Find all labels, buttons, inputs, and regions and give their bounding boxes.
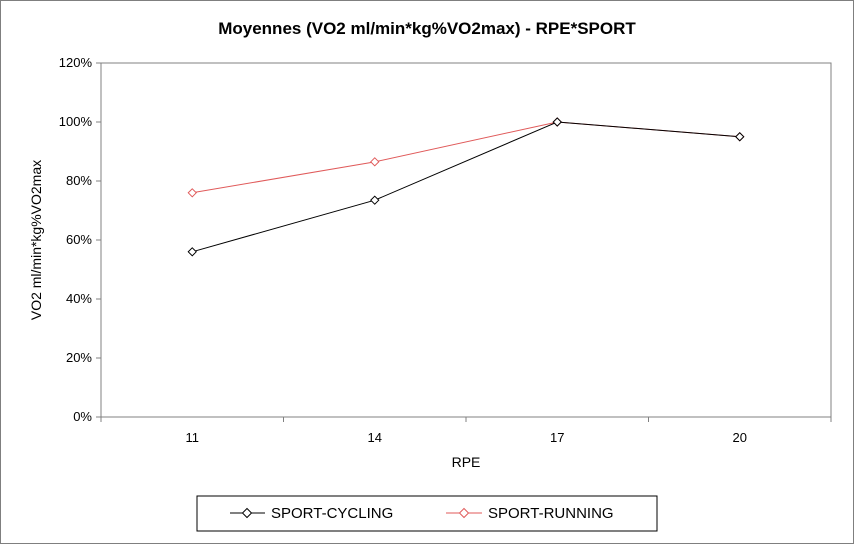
legend-marker xyxy=(241,507,253,519)
data-point xyxy=(370,195,380,205)
plot-area xyxy=(100,62,832,418)
axes: 0% 20% 40% 60% 80% 100% 120% 11 14 17 20 xyxy=(59,55,832,445)
legend: SPORT-CYCLING SPORT-RUNNING xyxy=(230,505,614,522)
legend-item: SPORT-RUNNING xyxy=(446,505,614,522)
y-tick-label: 40% xyxy=(66,291,92,306)
legend-box xyxy=(196,495,658,532)
x-tick-label: 11 xyxy=(186,430,200,445)
legend-label: SPORT-CYCLING xyxy=(271,505,393,522)
data-point xyxy=(735,132,745,142)
y-tick-label: 100% xyxy=(59,114,93,129)
data-point xyxy=(187,188,197,198)
data-point xyxy=(187,247,197,257)
x-tick-label: 20 xyxy=(733,430,747,445)
legend-label: SPORT-RUNNING xyxy=(488,505,614,522)
legend-item: SPORT-CYCLING xyxy=(230,505,393,522)
data-point xyxy=(552,117,562,127)
y-tick-label: 120% xyxy=(59,55,93,70)
y-tick-label: 60% xyxy=(66,232,92,247)
x-tick-label: 14 xyxy=(368,430,382,445)
y-tick-label: 0% xyxy=(73,409,92,424)
series-layer xyxy=(187,117,745,257)
series-line xyxy=(192,121,740,253)
x-tick-label: 17 xyxy=(550,430,564,445)
legend-marker xyxy=(458,507,470,519)
x-axis-label: RPE xyxy=(452,454,481,470)
y-tick-label: 20% xyxy=(66,350,92,365)
data-point xyxy=(370,157,380,167)
series-sport-cycling xyxy=(187,117,745,257)
y-tick-label: 80% xyxy=(66,173,92,188)
y-axis-label: VO2 ml/min*kg%VO2max xyxy=(28,160,44,320)
chart-title: Moyennes (VO2 ml/min*kg%VO2max) - RPE*SP… xyxy=(218,19,636,38)
